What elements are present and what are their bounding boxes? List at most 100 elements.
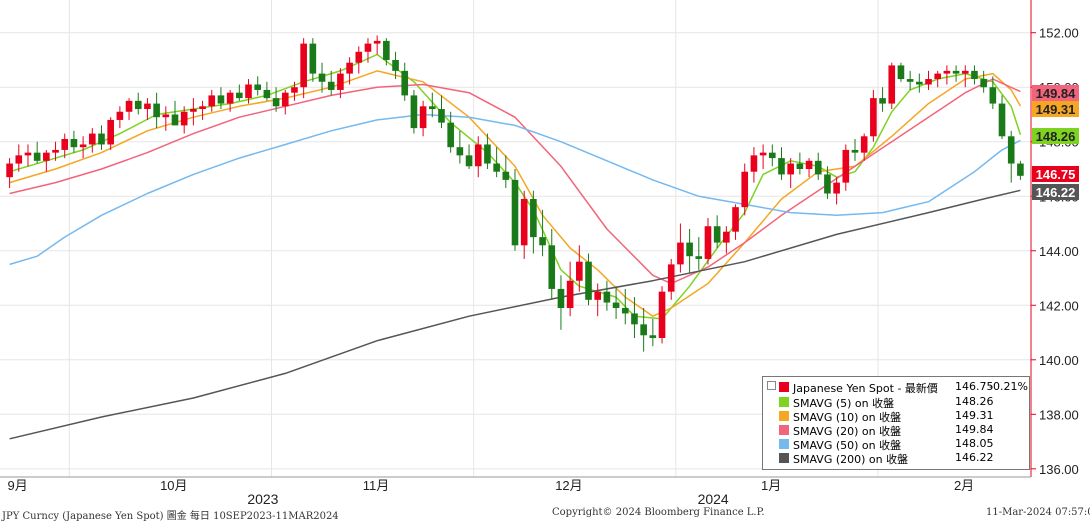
candlestick	[456, 130, 464, 164]
candle-body	[88, 133, 96, 145]
candle-body	[484, 144, 491, 164]
price-label-box	[1032, 101, 1079, 117]
legend-row-sma5: SMAVG (5) on 收盤 148.26	[763, 395, 1029, 410]
legend-toggle-box[interactable]	[767, 381, 776, 390]
candle-body	[631, 313, 638, 325]
legend-value: 149.31	[955, 409, 994, 422]
price-label-text: 146.75	[1036, 167, 1076, 182]
candlestick	[428, 92, 436, 118]
x-year-label: 2023	[247, 491, 278, 507]
candlestick	[980, 70, 987, 93]
candle-body	[548, 245, 556, 289]
candle-body	[465, 155, 473, 167]
candlestick	[796, 152, 804, 175]
candlestick	[116, 106, 124, 129]
candle-body	[419, 106, 427, 129]
candlestick	[364, 38, 372, 63]
candlestick	[327, 70, 335, 96]
candlestick	[401, 62, 409, 101]
candle-body	[291, 87, 298, 93]
candlestick	[180, 106, 188, 134]
candlestick	[236, 84, 243, 101]
ma-line	[9, 113, 1021, 266]
candle-body	[649, 335, 657, 338]
candle-body	[153, 103, 160, 118]
candle-body	[870, 98, 877, 137]
candlestick	[833, 177, 840, 205]
y-tick-label: 144.00	[1039, 244, 1079, 259]
candle-body	[658, 291, 666, 338]
month-separators	[68, 0, 879, 477]
candlestick	[686, 228, 693, 273]
candlestick	[98, 125, 105, 150]
y-tick-label: 140.00	[1039, 353, 1079, 368]
candlestick	[171, 100, 179, 126]
ma-line	[9, 70, 1022, 317]
candlestick	[447, 111, 454, 153]
candlestick	[199, 100, 206, 120]
candlestick	[373, 35, 381, 55]
candlestick	[346, 57, 353, 85]
candle-body	[511, 179, 519, 246]
candle-body	[438, 109, 445, 123]
candlestick	[493, 147, 500, 178]
candle-body	[190, 109, 197, 112]
candlestick	[1007, 130, 1015, 183]
candlestick	[208, 89, 216, 112]
candlestick	[916, 73, 923, 93]
candle-body	[621, 308, 629, 314]
legend-row-sma20: SMAVG (20) on 收盤 149.84	[763, 423, 1029, 438]
candle-body	[640, 324, 647, 336]
price-label-text: 149.84	[1036, 86, 1077, 101]
price-label-text: 149.31	[1036, 102, 1076, 117]
candlestick	[732, 204, 739, 240]
candlestick	[465, 144, 473, 169]
candle-body	[383, 40, 390, 60]
candle-body	[824, 174, 831, 194]
candle-body	[43, 152, 50, 161]
candle-body	[989, 87, 997, 104]
candle-body	[61, 139, 69, 150]
candle-body	[15, 155, 23, 164]
candlestick	[925, 70, 932, 90]
candle-body	[309, 43, 317, 74]
candle-body	[916, 81, 923, 85]
candlestick	[511, 168, 519, 251]
candlestick	[355, 46, 363, 74]
candlestick	[824, 166, 831, 199]
footer-copyright: Copyright© 2024 Bloomberg Finance L.P.	[552, 507, 765, 518]
x-month-label: 9月	[7, 478, 27, 493]
candle-body	[24, 152, 32, 156]
candle-body	[180, 111, 188, 126]
candle-body	[539, 237, 546, 246]
candle-body	[1007, 136, 1015, 164]
candlestick	[61, 133, 69, 159]
candle-body	[98, 133, 105, 145]
candle-body	[971, 70, 978, 80]
ma-line	[9, 78, 1021, 285]
chart-legend: Japanese Yen Spot - 最新價 146.75 -0.21% SM…	[762, 376, 1030, 470]
candlestick	[70, 130, 78, 153]
candlestick	[677, 223, 684, 273]
legend-label: SMAVG (20) on 收盤	[793, 425, 902, 438]
x-month-label: 2月	[954, 478, 974, 493]
candlestick	[566, 261, 574, 317]
candlestick	[24, 144, 32, 167]
candlestick	[520, 190, 528, 259]
candle-body	[327, 81, 335, 90]
candlestick	[851, 139, 859, 161]
legend-label: Japanese Yen Spot - 最新價	[793, 382, 938, 395]
candle-body	[474, 144, 482, 167]
candle-body	[70, 139, 78, 148]
candle-body	[318, 73, 326, 82]
candle-body	[814, 160, 822, 175]
candle-body	[52, 149, 59, 153]
x-month-label: 10月	[160, 478, 187, 493]
candlestick	[134, 92, 142, 115]
candle-body	[300, 43, 307, 88]
candlestick	[621, 288, 629, 325]
legend-value: 148.05	[955, 437, 994, 450]
footer-ticker-info: JPY Curncy (Japanese Yen Spot) 圖金 每日 10S…	[2, 511, 339, 522]
candlestick	[125, 98, 133, 120]
candle-body	[667, 264, 675, 292]
